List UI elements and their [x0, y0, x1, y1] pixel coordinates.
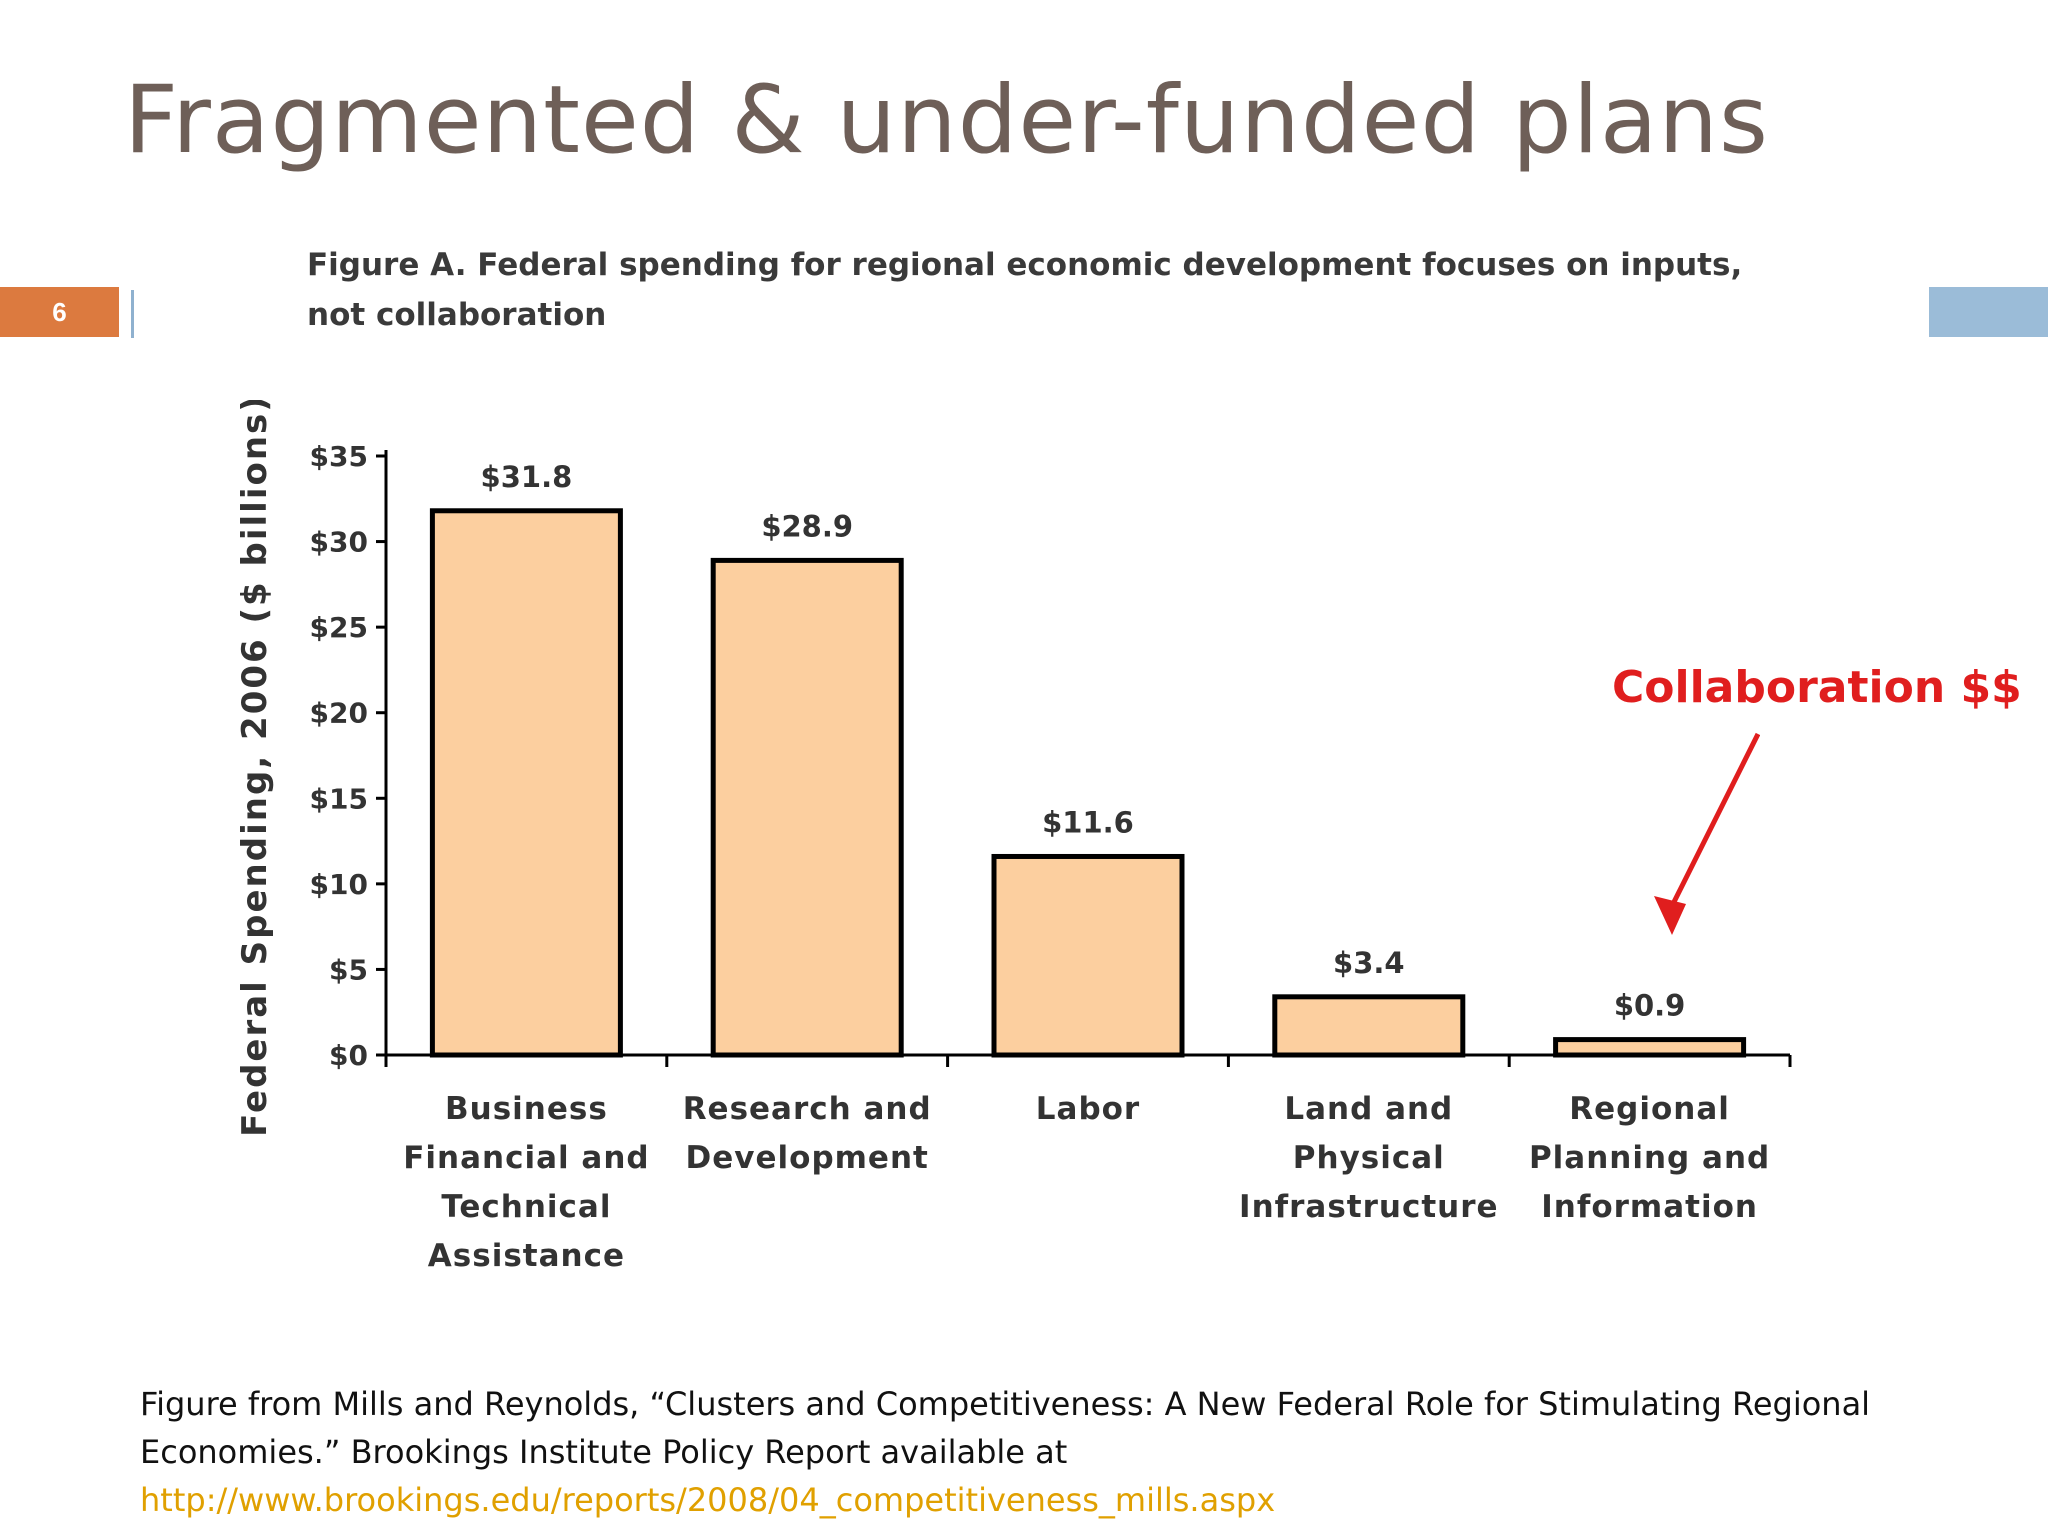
- y-tick-label: $15: [310, 782, 368, 815]
- bar-value-label: $0.9: [1614, 989, 1686, 1023]
- category-label: Information: [1541, 1189, 1758, 1225]
- bar: [429, 508, 623, 1058]
- figure-title: Figure A. Federal spending for regional …: [307, 247, 1743, 333]
- figure-caption: Figure from Mills and Reynolds, “Cluster…: [140, 1385, 1871, 1471]
- bar: [1272, 994, 1466, 1058]
- header-accent-bar: [1929, 287, 2048, 337]
- y-tick-label: $35: [310, 440, 368, 473]
- category-label: Regional: [1569, 1091, 1730, 1127]
- annotation-arrow-icon: [1654, 732, 1760, 935]
- y-tick-label: $20: [310, 697, 368, 730]
- category-label: Land and: [1284, 1091, 1453, 1127]
- bar-chart: Federal Spending, 2006 ($ billions) $0 $5 $…: [235, 400, 1792, 1274]
- bar-value-label: $31.8: [481, 460, 573, 494]
- category-label: Labor: [1036, 1091, 1140, 1127]
- category-label: Technical: [441, 1189, 611, 1225]
- bar: [1553, 1037, 1747, 1058]
- bar-value-label: $28.9: [761, 509, 853, 543]
- category-label: Financial and: [403, 1140, 649, 1176]
- y-tick-label: $0: [329, 1039, 368, 1072]
- category-label: Physical: [1293, 1140, 1445, 1176]
- y-tick-label: $30: [310, 526, 368, 559]
- category-label: Research and: [683, 1091, 932, 1127]
- slide-number-divider: [131, 290, 134, 338]
- slide-number: 6: [0, 287, 119, 337]
- category-label: Planning and: [1529, 1140, 1770, 1176]
- category-label: Infrastructure: [1239, 1189, 1499, 1225]
- bar: [991, 853, 1185, 1058]
- source-link[interactable]: http://www.brookings.edu/reports/2008/04…: [140, 1481, 1276, 1519]
- bar: [710, 557, 904, 1058]
- bar-value-label: $11.6: [1042, 805, 1134, 839]
- y-tick-label: $10: [310, 868, 368, 901]
- category-label: Assistance: [428, 1238, 625, 1274]
- collaboration-annotation: Collaboration $$: [1612, 662, 2022, 713]
- bar-value-label: $3.4: [1333, 946, 1405, 980]
- y-tick-label: $25: [310, 611, 368, 644]
- category-label: Development: [686, 1140, 929, 1176]
- y-axis-label: Federal Spending, 2006 ($ billions): [235, 400, 275, 1137]
- slide-title: Fragmented & under-funded plans: [124, 66, 1769, 175]
- y-tick-label: $5: [329, 953, 368, 986]
- category-label: Business: [445, 1091, 608, 1127]
